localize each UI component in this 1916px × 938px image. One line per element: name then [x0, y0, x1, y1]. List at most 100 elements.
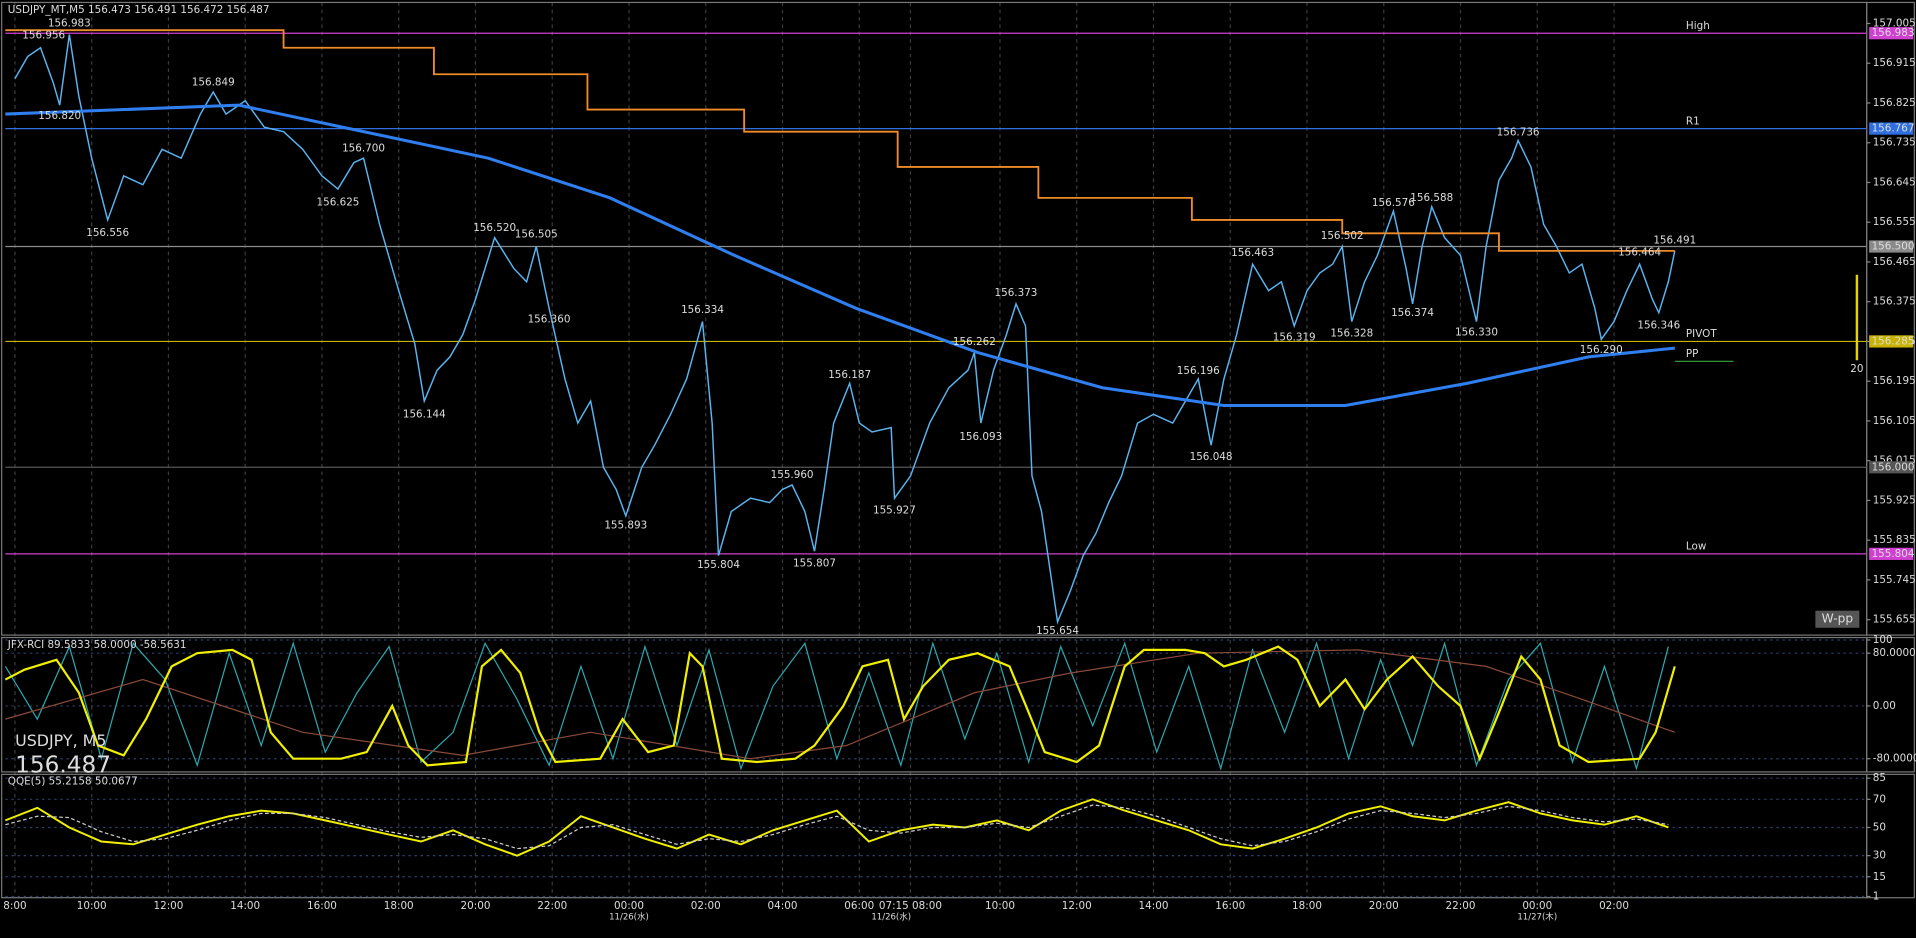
x-tick-label: 18:00 — [1292, 900, 1322, 912]
y-tick-label: 157.005 — [1873, 17, 1916, 29]
price-axis — [1866, 636, 1915, 773]
pane-border — [1, 1, 1868, 636]
level-name: R1 — [1686, 115, 1700, 127]
y-tick-label: 15 — [1873, 871, 1886, 883]
x-tick-label: 14:00 — [1139, 900, 1169, 912]
level-tag — [1869, 240, 1914, 253]
x-tick-label: 8:00 — [3, 900, 26, 912]
extreme-label: 156.187 — [828, 369, 871, 381]
level-tag — [1869, 335, 1914, 348]
date-label: 11/26(水) — [871, 911, 911, 923]
y-tick-label: 0.00 — [1873, 700, 1896, 712]
price-axis — [1866, 1, 1915, 636]
extreme-label: 156.588 — [1410, 192, 1453, 204]
extreme-label: 156.262 — [953, 336, 996, 348]
price-axis — [1866, 773, 1915, 899]
y-tick-label: 85 — [1873, 772, 1886, 784]
x-tick-label: 18:00 — [384, 900, 414, 912]
extreme-label: 156.328 — [1330, 327, 1373, 339]
y-tick-label: 155.925 — [1873, 494, 1916, 506]
series-line — [4, 641, 1669, 771]
x-tick-label: 14:00 — [230, 900, 260, 912]
level-value: 156.500 — [1872, 240, 1915, 252]
x-tick-label: 20:00 — [1369, 900, 1399, 912]
y-tick-label: 156.555 — [1873, 216, 1916, 228]
level-value: 156.000 — [1872, 461, 1915, 473]
level-value: 155.804 — [1872, 548, 1915, 560]
extreme-label: 155.927 — [873, 505, 916, 517]
extreme-label: 156.820 — [38, 110, 81, 122]
extreme-label: 156.983 — [48, 17, 91, 29]
extreme-label: 156.736 — [1497, 127, 1540, 139]
level-name: PP — [1686, 348, 1699, 360]
extreme-label: 156.463 — [1231, 247, 1274, 259]
level-value: 156.767 — [1872, 123, 1915, 135]
level-value: 156.285 — [1872, 335, 1915, 347]
y-tick-label: 100 — [1873, 634, 1893, 646]
extreme-label: 155.804 — [697, 559, 740, 571]
extreme-label: 156.520 — [473, 222, 516, 234]
badge: W-pp — [1822, 612, 1854, 626]
series-line — [5, 804, 1669, 850]
y-tick-label: 30 — [1873, 850, 1886, 862]
series-line — [4, 645, 1676, 767]
x-tick-label: 12:00 — [153, 900, 183, 912]
extreme-label: 156.093 — [959, 431, 1002, 443]
pane-title: QQE(5) 55.2158 50.0677 — [8, 776, 138, 788]
x-tick-label: 06:00 — [844, 900, 874, 912]
level-value: 156.983 — [1872, 27, 1915, 39]
extreme-label: 156.576 — [1372, 197, 1415, 209]
extreme-label: 156.491 — [1653, 235, 1696, 247]
series-line — [5, 649, 1676, 760]
extreme-label: 156.196 — [1177, 365, 1220, 377]
x-tick-label: 22:00 — [537, 900, 567, 912]
symbol-label: USDJPY, M5 — [15, 731, 106, 750]
x-tick-label: 04:00 — [768, 900, 798, 912]
y-tick-label: 155.835 — [1873, 534, 1916, 546]
series-line — [5, 103, 1675, 408]
x-tick-label: 22:00 — [1446, 900, 1476, 912]
series-line — [14, 34, 1676, 625]
x-tick-label: 16:00 — [307, 900, 337, 912]
x-tick-label: 20:00 — [461, 900, 491, 912]
y-tick-label: 155.745 — [1873, 574, 1916, 586]
y-tick-label: 156.645 — [1873, 176, 1916, 188]
chart-header: USDJPY_MT,M5 156.473 156.491 156.472 156… — [8, 4, 270, 16]
x-tick-label: 10:00 — [77, 900, 107, 912]
date-label: 11/27(木) — [1517, 911, 1557, 923]
x-tick-label: 02:00 — [691, 900, 721, 912]
level-name: High — [1686, 20, 1710, 32]
y-tick-label: 156.915 — [1873, 57, 1916, 69]
x-tick-label: 16:00 — [1215, 900, 1245, 912]
extreme-label: 156.330 — [1455, 327, 1498, 339]
extreme-label: 156.373 — [995, 287, 1038, 299]
level-tag — [1869, 27, 1914, 40]
y-tick-label: 155.655 — [1873, 614, 1916, 626]
pane-border — [1, 773, 1868, 899]
y-tick-label: 156.465 — [1873, 256, 1916, 268]
level-tag — [1869, 122, 1914, 135]
y-tick-label: 70 — [1873, 793, 1886, 805]
x-tick-label: 00:00 — [614, 900, 644, 912]
extreme-label: 156.319 — [1273, 331, 1316, 343]
extreme-label: 156.334 — [681, 304, 724, 316]
x-tick-label: 07:15 08:00 — [879, 900, 942, 912]
y-tick-label: 156.735 — [1873, 137, 1916, 149]
level-tag — [1869, 461, 1914, 474]
y-tick-label: 156.105 — [1873, 415, 1916, 427]
extreme-label: 156.556 — [86, 227, 129, 239]
series-line — [5, 29, 1675, 252]
extreme-label: 155.654 — [1036, 625, 1079, 637]
extreme-label: 156.849 — [192, 77, 235, 89]
extreme-label: 156.374 — [1391, 307, 1434, 319]
date-label: 11/26(水) — [609, 911, 649, 923]
extreme-label: 155.960 — [771, 469, 814, 481]
extreme-label: 156.346 — [1637, 319, 1680, 331]
y-tick-label: 156.375 — [1873, 296, 1916, 308]
y-tick-label: 156.195 — [1873, 375, 1916, 387]
x-tick-label: 00:00 — [1522, 900, 1552, 912]
series-line — [4, 798, 1669, 857]
extreme-label: 156.360 — [528, 313, 571, 325]
